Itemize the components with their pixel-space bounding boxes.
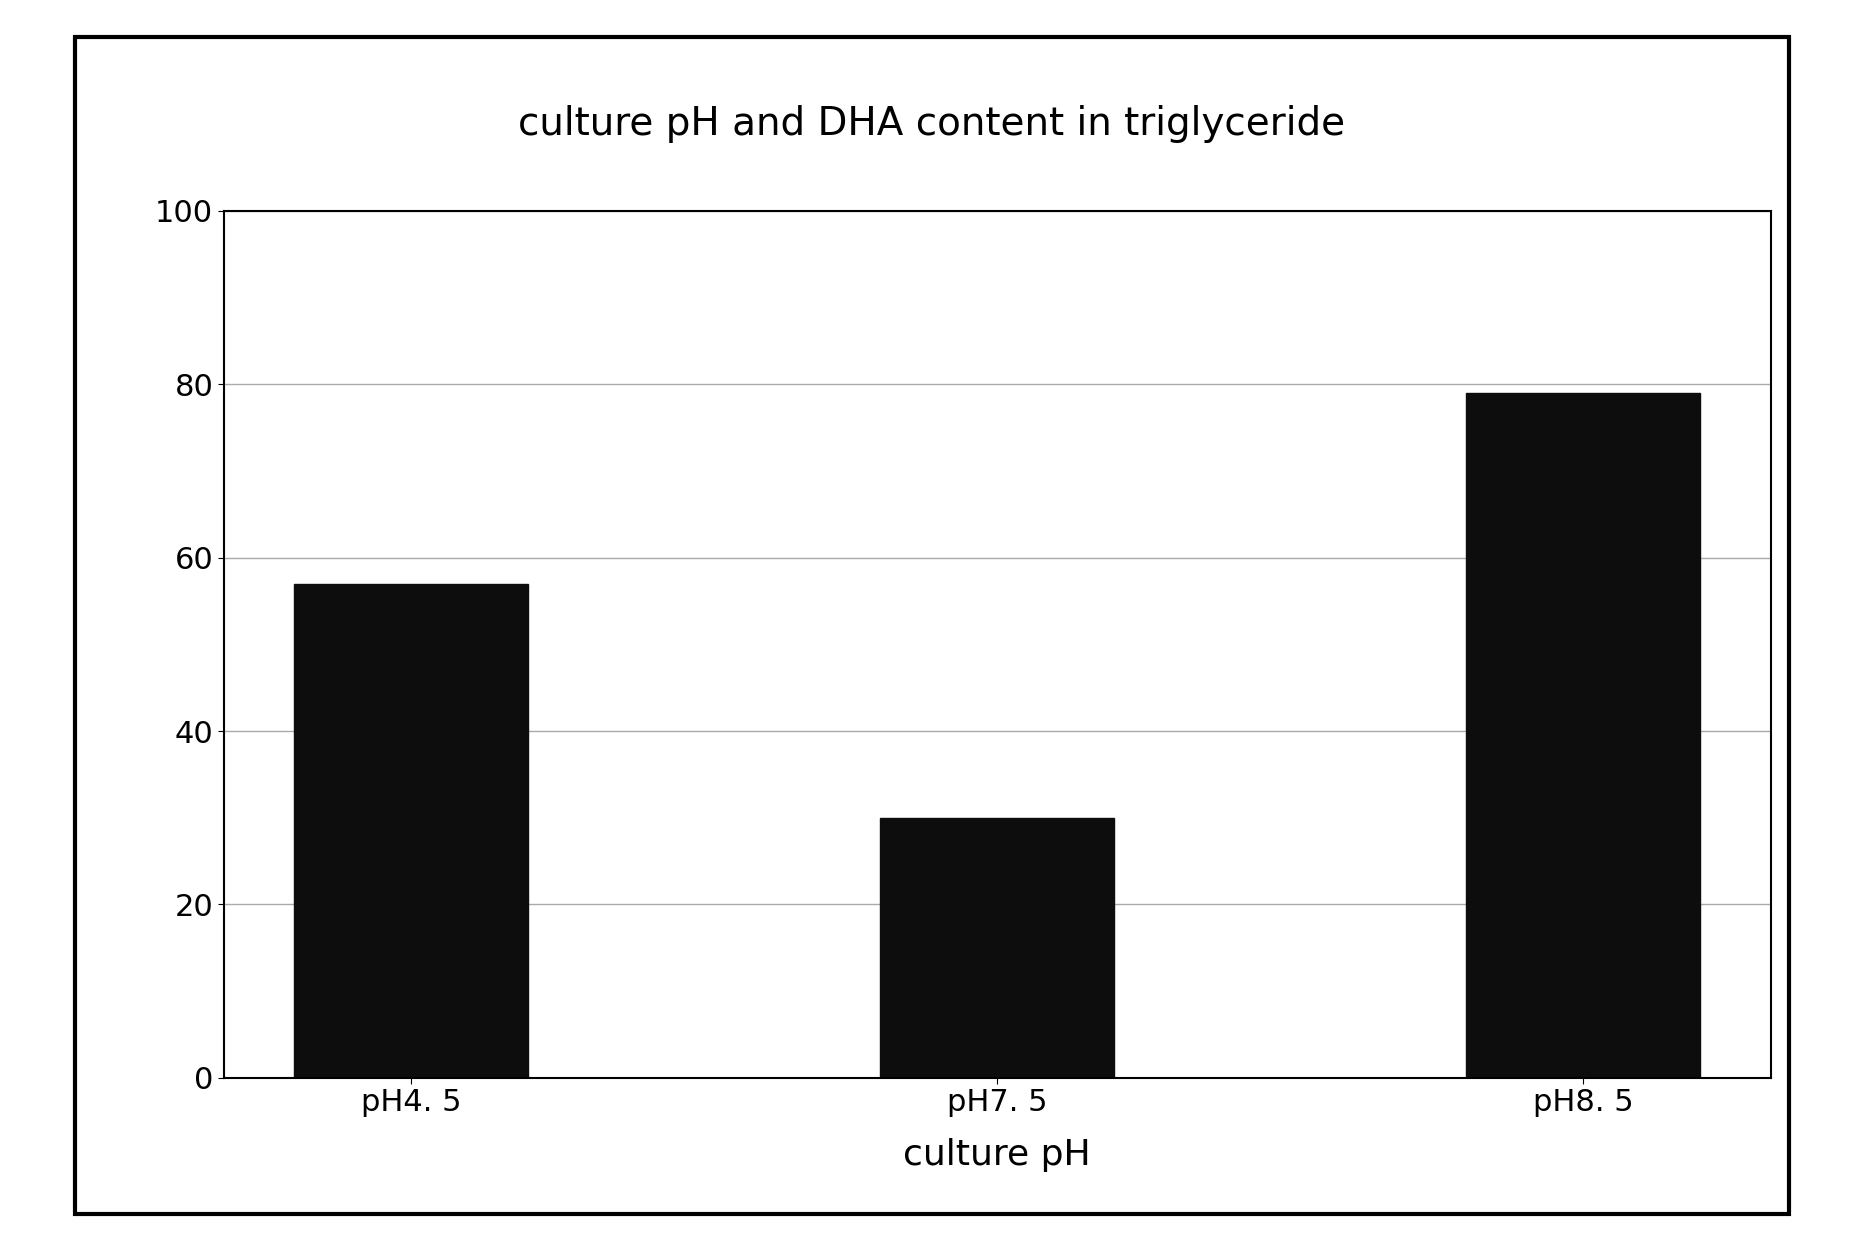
Bar xyxy=(295,584,528,1078)
X-axis label: culture pH: culture pH xyxy=(904,1139,1090,1172)
Bar xyxy=(880,818,1115,1078)
Text: culture pH and DHA content in triglyceride: culture pH and DHA content in triglyceri… xyxy=(518,105,1346,142)
Bar xyxy=(1467,393,1700,1078)
